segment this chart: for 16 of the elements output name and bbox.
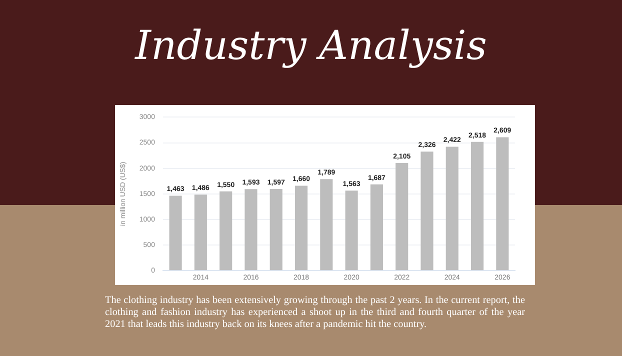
bar xyxy=(345,190,358,270)
bar xyxy=(396,162,408,270)
bar xyxy=(496,137,509,270)
bar xyxy=(470,142,484,270)
bar xyxy=(270,188,282,270)
bar xyxy=(446,146,458,270)
bar xyxy=(420,152,434,270)
bar xyxy=(244,189,258,270)
bar xyxy=(220,191,232,270)
bar xyxy=(320,179,333,270)
bar xyxy=(194,194,207,270)
chart-title: Industry Analysis xyxy=(134,22,488,71)
text: The clothing industry has been extensively growing through the past 2 years. In the current report, the clothing and fashion industry has experienced a shoot up in the third and fourth quarter of the year 2021 that leads this industry back on its knees after a pandemic hit the country. xyxy=(105,295,525,331)
bar xyxy=(294,186,308,270)
bar xyxy=(169,196,182,270)
bar xyxy=(370,184,383,270)
